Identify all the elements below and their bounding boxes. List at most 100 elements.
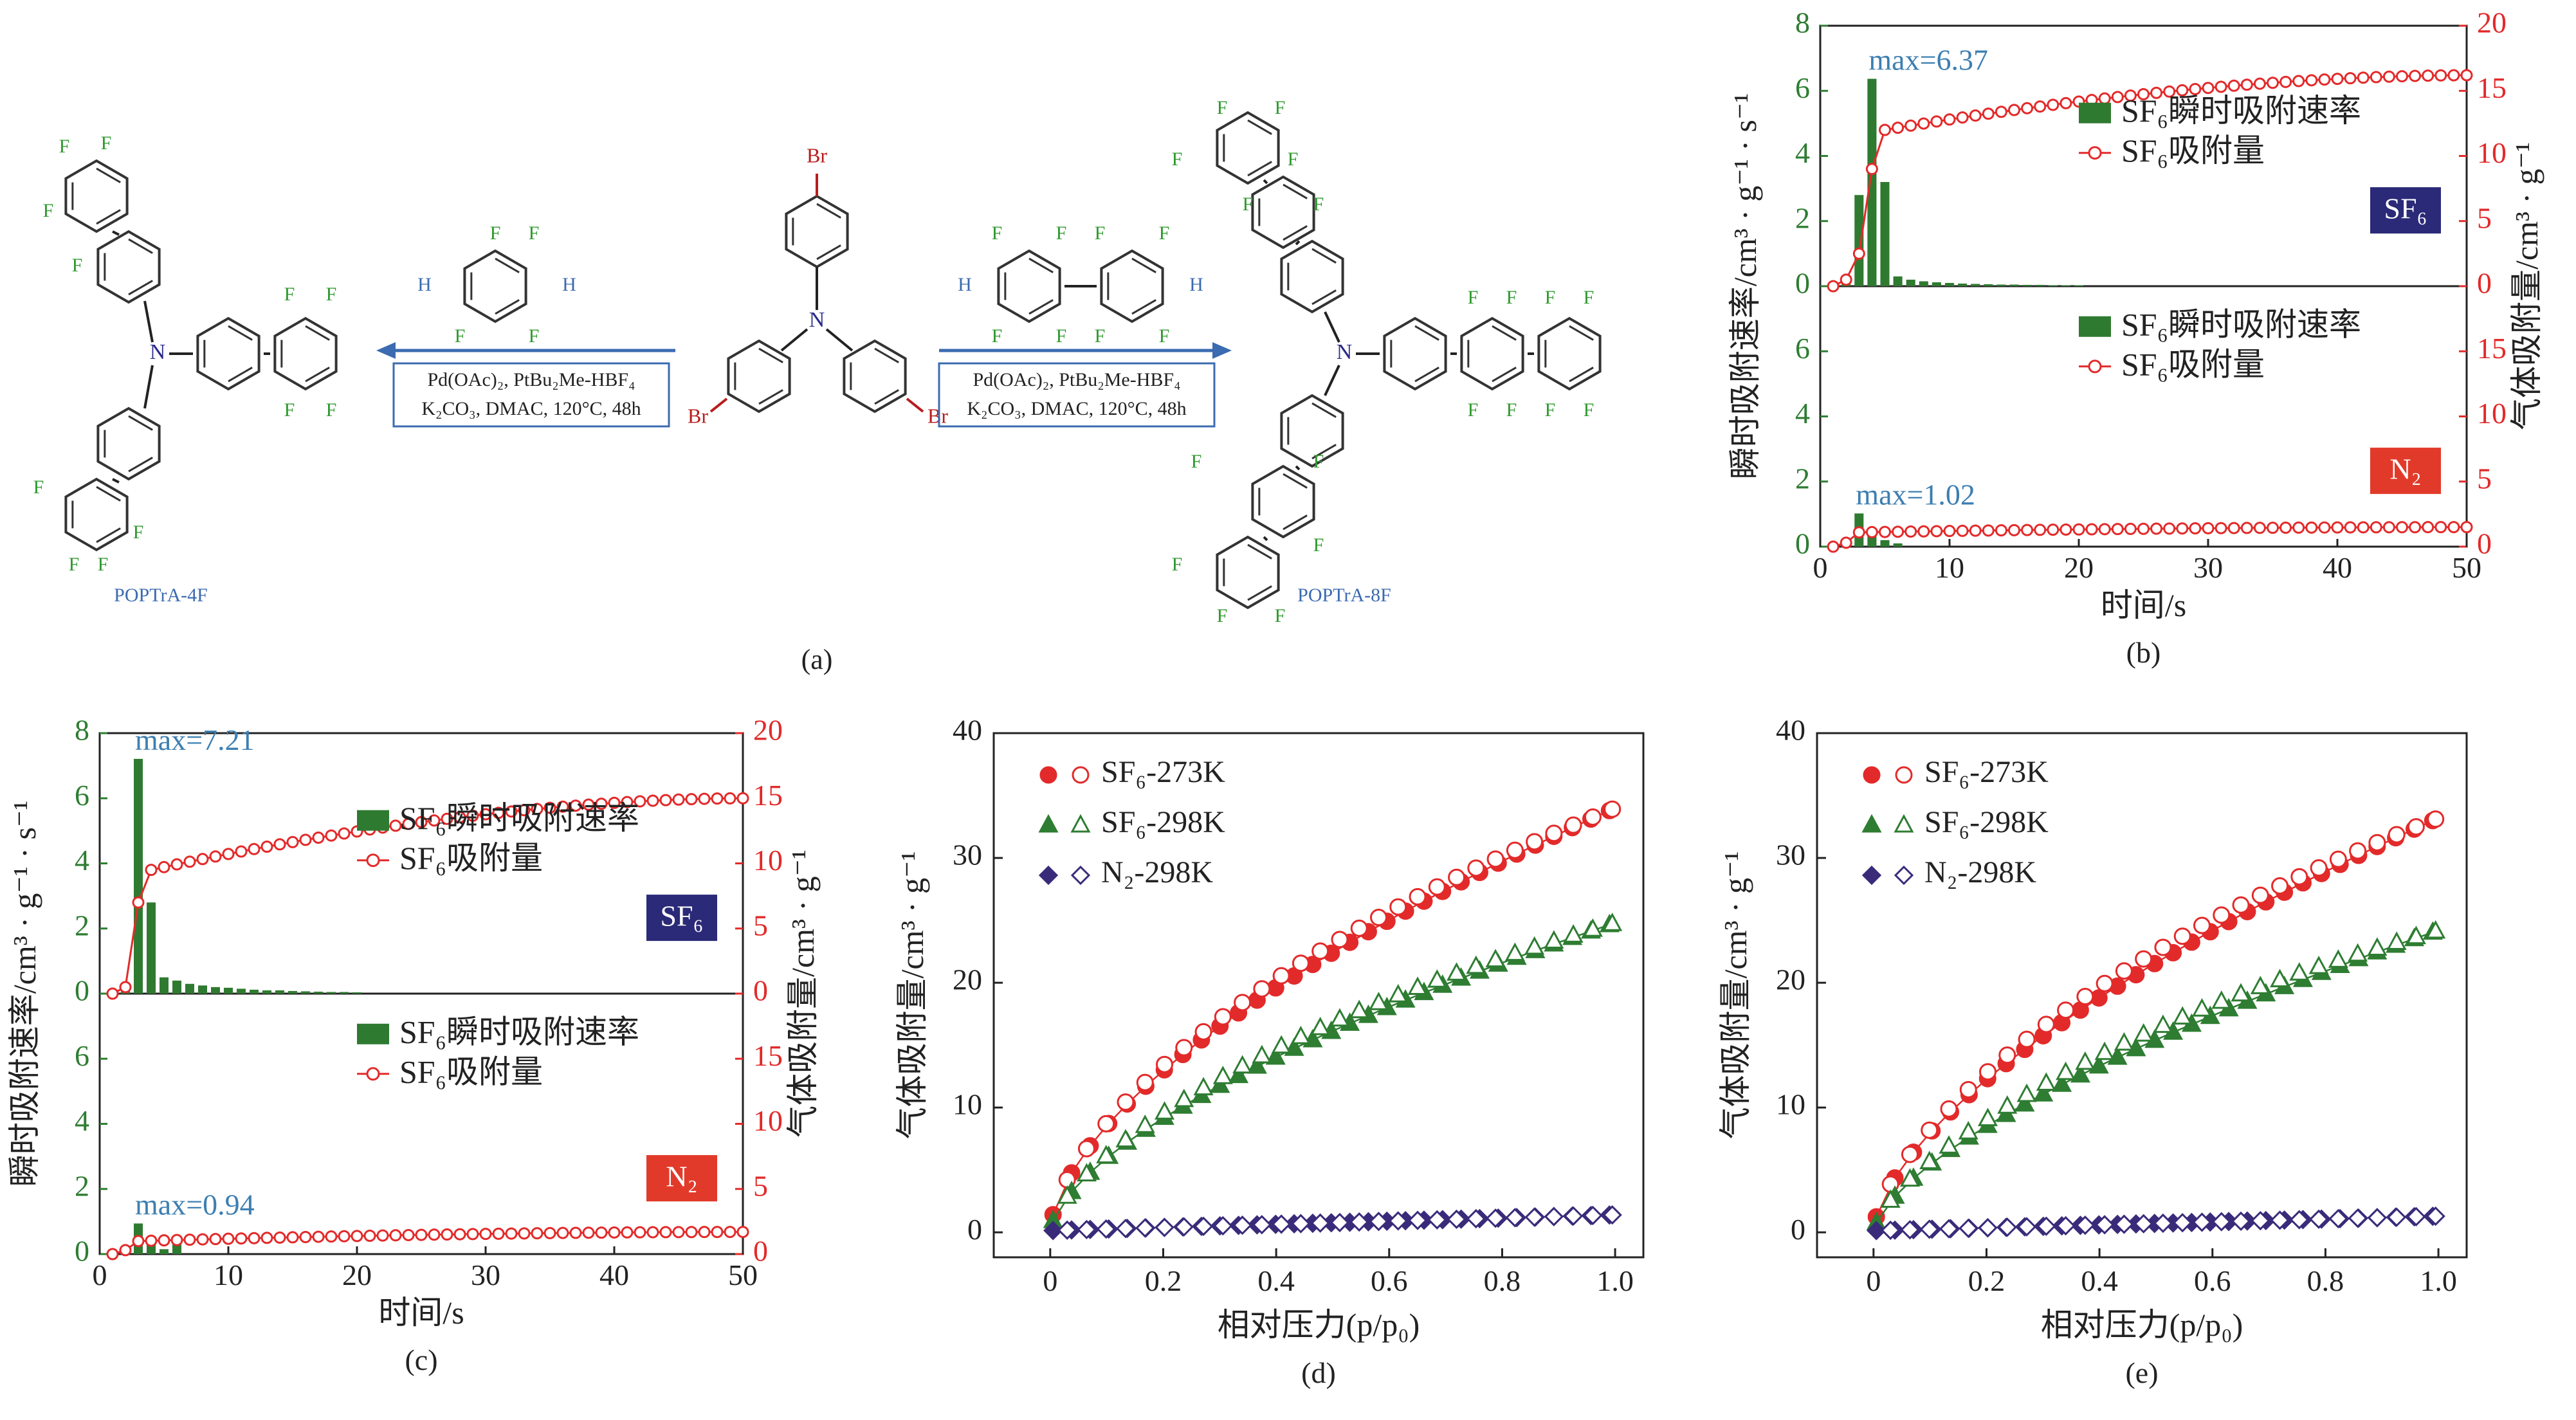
atom-F: F: [284, 284, 295, 305]
legend-marker-open: [1894, 865, 1914, 886]
benzene-ring: [64, 477, 129, 552]
uptake-point: [659, 1226, 672, 1239]
double-bond: [1028, 299, 1054, 315]
legend-label: SF₆-298K: [1924, 805, 2049, 839]
x-tick-label: 20: [2064, 551, 2094, 584]
desorption-point: [1135, 1115, 1155, 1133]
desorption-point: [1958, 1121, 1978, 1140]
desorption-point: [1193, 1077, 1214, 1096]
uptake-point: [402, 1228, 415, 1241]
uptake-point: [312, 832, 325, 844]
atom-F: F: [1095, 325, 1106, 347]
desorption-point: [1076, 1163, 1097, 1182]
atom-F: F: [1217, 605, 1228, 626]
uptake-point: [724, 1226, 736, 1239]
uptake-point: [2150, 522, 2163, 535]
adsorption-point: [2014, 1093, 2035, 1112]
uptake-point: [2357, 71, 2370, 84]
uptake-point: [1943, 525, 1956, 538]
y-axis-label: 气体吸附量/cm³ · g⁻¹: [894, 851, 930, 1140]
uptake-point: [1930, 115, 1943, 128]
adsorption-point: [1043, 1221, 1063, 1241]
y-left-tick-label: 8: [75, 714, 89, 747]
uptake-point: [1892, 122, 1905, 134]
uptake-point: [1879, 123, 1891, 136]
y-left-tick-label: 4: [1795, 136, 1810, 169]
desorption-point: [1504, 942, 1525, 961]
adsorption-point: [2088, 1055, 2109, 1074]
double-bond: [1131, 299, 1156, 315]
uptake-point: [2060, 96, 2072, 109]
atom-F: F: [1313, 194, 1324, 215]
uptake-point: [1827, 280, 1840, 293]
desorption-point: [1977, 1107, 1998, 1127]
desorption-point: [2308, 1209, 2329, 1229]
desorption-point: [2191, 998, 2212, 1017]
double-bond: [495, 299, 520, 315]
conditions-left-line2: K₂CO₃, DMAC, 120°C, 48h: [421, 398, 641, 419]
uptake-point: [698, 1226, 711, 1239]
legend-uptake-label: SF₆吸附量: [2121, 132, 2265, 168]
desorption-point: [2095, 1215, 2115, 1235]
legend-bar-swatch: [2079, 102, 2111, 123]
desorption-point: [1959, 1218, 1978, 1238]
uptake-point: [505, 805, 518, 818]
benzene-ring: [273, 316, 338, 391]
legend-circle: [2088, 146, 2102, 160]
series-0: [1867, 810, 2445, 1226]
desorption-point: [2037, 1015, 2055, 1033]
desorption-point: [2328, 1208, 2348, 1229]
desorption-point: [2271, 877, 2289, 895]
desorption-point: [2406, 925, 2426, 945]
double-bond: [1131, 257, 1156, 273]
desorption-point: [2348, 943, 2368, 962]
y-right-tick-label: 0: [2477, 527, 2492, 560]
atom-F: F: [133, 522, 144, 543]
double-bond: [305, 367, 330, 383]
desorption-point: [1136, 1073, 1154, 1091]
rate-bar: [211, 987, 220, 994]
desorption-point: [1389, 898, 1407, 916]
uptake-point: [363, 1230, 376, 1242]
rate-bar: [2022, 284, 2032, 286]
double-bond: [1283, 514, 1308, 531]
uptake-point: [505, 1227, 518, 1240]
y-left-tick-label: 0: [1795, 267, 1810, 300]
uptake-point: [2292, 75, 2305, 87]
uptake-point: [2370, 71, 2382, 84]
desorption-point: [1505, 1208, 1525, 1228]
rate-bar: [1984, 284, 1993, 286]
desorption-point: [2114, 1214, 2134, 1234]
bond: [143, 365, 154, 409]
desorption-point: [1115, 1219, 1136, 1239]
desorption-point: [1214, 1008, 1232, 1026]
desorption-point: [1564, 1206, 1584, 1226]
rate-bar: [1919, 281, 1928, 286]
double-bond: [228, 325, 253, 341]
double-bond: [1311, 402, 1337, 418]
rate-bar: [275, 990, 284, 994]
uptake-point: [1905, 525, 1917, 538]
y-tick-label: 20: [1776, 963, 1805, 996]
desorption-point: [2192, 1212, 2212, 1232]
y-tick-label: 10: [1776, 1088, 1805, 1121]
double-bond: [96, 486, 121, 502]
uptake-point: [1905, 119, 1917, 132]
double-bond: [1028, 257, 1054, 273]
legend-bar-swatch: [357, 810, 389, 831]
y-left-tick-label: 2: [75, 909, 89, 942]
desorption-point: [2057, 1001, 2075, 1019]
uptake-point: [479, 808, 492, 821]
x-tick-label: 50: [728, 1259, 758, 1291]
desorption-point: [1467, 859, 1485, 877]
benzene-ring: [1251, 464, 1315, 539]
uptake-point: [2008, 104, 2020, 116]
ring-reagent-left: [463, 249, 527, 323]
benzene-ring: [96, 230, 161, 304]
desorption-point: [2173, 927, 2191, 945]
desorption-point: [1174, 1088, 1194, 1107]
uptake-point: [260, 1232, 273, 1244]
uptake-point: [685, 1226, 698, 1239]
y-right-tick-label: 10: [2477, 397, 2507, 430]
